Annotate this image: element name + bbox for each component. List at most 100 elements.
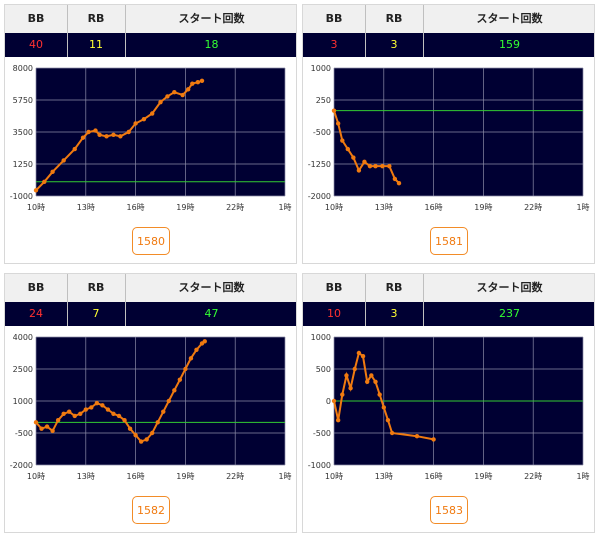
machine-number-button[interactable]: 1583: [430, 496, 468, 524]
data-point: [369, 373, 374, 378]
data-point: [345, 146, 351, 152]
x-tick-label: 1時: [576, 472, 589, 481]
data-point: [331, 108, 337, 113]
y-tick-label: -500: [313, 128, 331, 137]
x-tick-label: 22時: [524, 203, 542, 212]
data-point: [381, 405, 386, 410]
data-point: [127, 426, 133, 431]
y-tick-label: 500: [316, 365, 331, 374]
slump-chart: 10時 13時 16時 19時 22時 1時 8000 5750 3500 1250 -1000: [10, 64, 292, 212]
data-point: [199, 78, 205, 83]
data-point: [83, 407, 89, 412]
data-point: [389, 430, 395, 436]
x-tick-label: 13時: [375, 472, 393, 481]
machine-card: BB RB スタート回数 10 3 237 1583 10時 13時 16時 19時 2…: [302, 273, 595, 533]
data-point: [116, 413, 122, 419]
x-tick-label: 1時: [278, 472, 291, 481]
x-tick-label: 13時: [375, 203, 393, 212]
x-tick-label: 16時: [425, 472, 443, 481]
data-point: [356, 350, 362, 356]
y-tick-label: 0: [326, 397, 331, 406]
y-tick-label: -1250: [308, 160, 331, 169]
data-point: [385, 418, 391, 423]
data-point: [172, 89, 177, 95]
bb-header: BB: [27, 281, 45, 294]
column-divider: [125, 5, 126, 57]
data-point: [340, 138, 345, 143]
x-tick-label: 1時: [278, 203, 291, 212]
data-point: [104, 134, 109, 139]
x-tick-label: 19時: [474, 203, 492, 212]
data-point: [194, 347, 199, 352]
data-point: [44, 424, 50, 429]
data-point: [150, 430, 155, 436]
stats-values: 10 3 237: [303, 302, 594, 326]
data-point: [166, 398, 171, 404]
start-count: 18: [204, 38, 219, 51]
data-point: [105, 407, 111, 412]
stats-header: BB RB スタート回数: [303, 5, 594, 33]
stats-header: BB RB スタート回数: [5, 5, 296, 33]
data-point: [118, 134, 123, 139]
rb-header: RB: [87, 12, 105, 25]
machine-number-button[interactable]: 1581: [430, 227, 468, 255]
data-point: [352, 366, 357, 372]
data-point: [340, 392, 345, 397]
rb-count: 11: [89, 38, 103, 51]
data-point: [335, 121, 341, 126]
machine-number-button[interactable]: 1582: [132, 496, 170, 524]
data-point: [180, 92, 185, 98]
x-tick-label: 16時: [127, 203, 145, 212]
start-count-header: スタート回数: [476, 281, 543, 294]
column-divider: [365, 5, 366, 57]
data-point: [144, 437, 149, 442]
data-point: [133, 121, 138, 126]
column-divider: [365, 274, 366, 326]
data-point: [195, 80, 201, 85]
data-point: [172, 388, 177, 393]
data-point: [39, 426, 44, 431]
data-point: [80, 135, 86, 140]
y-tick-label: 1000: [311, 333, 331, 342]
data-point: [89, 405, 94, 410]
data-point: [356, 168, 362, 173]
data-point: [414, 434, 420, 439]
start-count-header: スタート回数: [476, 12, 543, 25]
slump-chart: 10時 13時 16時 19時 22時 1時 4000 2500 1000 -500 -2000: [10, 333, 292, 481]
column-divider: [423, 274, 424, 326]
data-point: [50, 169, 55, 175]
data-point: [177, 377, 183, 382]
data-point: [78, 411, 83, 416]
data-point: [360, 354, 366, 359]
x-tick-label: 10時: [27, 472, 45, 481]
x-tick-label: 10時: [325, 203, 343, 212]
data-point: [183, 366, 188, 372]
data-point: [33, 420, 39, 425]
data-point: [155, 420, 160, 425]
data-point: [111, 132, 116, 138]
data-point: [72, 413, 77, 419]
stats-header: BB RB スタート回数: [5, 274, 296, 302]
y-tick-label: 4000: [13, 333, 33, 342]
start-count: 159: [499, 38, 520, 51]
y-tick-label: -1000: [308, 461, 331, 470]
start-count-header: スタート回数: [178, 12, 245, 25]
machine-card: BB RB スタート回数 24 7 47 1582 10時 13時 16時 19時 22…: [4, 273, 297, 533]
data-point: [126, 129, 131, 135]
data-point: [86, 129, 91, 135]
bb-count: 10: [327, 307, 341, 320]
data-point: [50, 428, 55, 434]
data-point: [100, 403, 105, 408]
x-tick-label: 16時: [127, 472, 145, 481]
data-point: [190, 81, 195, 86]
y-tick-label: 2500: [13, 365, 33, 374]
y-tick-label: 1000: [311, 64, 331, 73]
data-point: [387, 163, 392, 169]
x-tick-label: 19時: [176, 472, 194, 481]
machine-card: BB RB スタート回数 3 3 159 1581 10時 13時 16時 19時 22…: [302, 4, 595, 264]
machine-number-button[interactable]: 1580: [132, 227, 170, 255]
stats-values: 40 11 18: [5, 33, 296, 57]
x-tick-label: 19時: [176, 203, 194, 212]
start-count: 47: [204, 307, 219, 320]
data-point: [335, 418, 341, 423]
